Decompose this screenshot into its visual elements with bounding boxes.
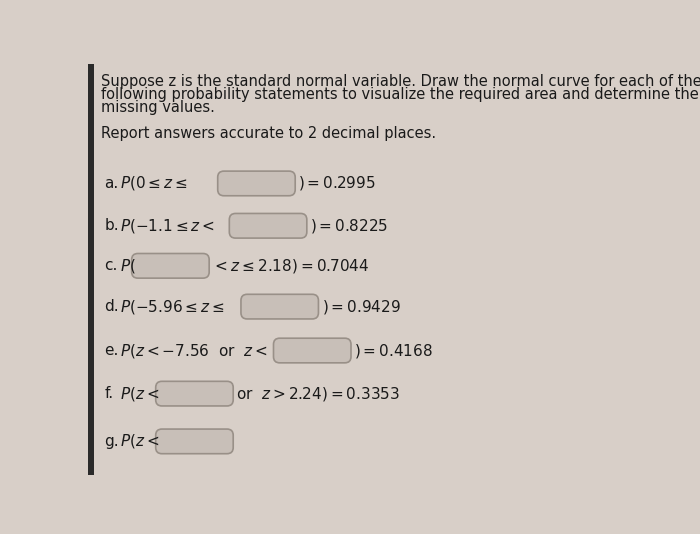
Text: $P($: $P($ <box>120 257 136 275</box>
FancyBboxPatch shape <box>155 429 233 454</box>
Text: d.: d. <box>104 299 119 314</box>
Text: $P(0 \leq z \leq$: $P(0 \leq z \leq$ <box>120 175 188 192</box>
FancyBboxPatch shape <box>132 254 209 278</box>
Text: $P(-5.96 \leq z \leq$: $P(-5.96 \leq z \leq$ <box>120 297 225 316</box>
Text: following probability statements to visualize the required area and determine th: following probability statements to visu… <box>102 87 699 102</box>
FancyBboxPatch shape <box>155 381 233 406</box>
Text: Report answers accurate to 2 decimal places.: Report answers accurate to 2 decimal pla… <box>102 125 437 140</box>
FancyBboxPatch shape <box>274 338 351 363</box>
FancyBboxPatch shape <box>218 171 295 196</box>
Text: $P(-1.1 \leq z <$: $P(-1.1 \leq z <$ <box>120 217 215 235</box>
Text: Suppose z is the standard normal variable. Draw the normal curve for each of the: Suppose z is the standard normal variabl… <box>102 74 700 89</box>
FancyBboxPatch shape <box>230 214 307 238</box>
Text: missing values.: missing values. <box>102 100 216 115</box>
Text: $< z \leq 2.18) = 0.7044$: $< z \leq 2.18) = 0.7044$ <box>212 257 370 275</box>
Text: g.: g. <box>104 434 119 449</box>
Text: $P(z <$: $P(z <$ <box>120 433 160 450</box>
Text: f.: f. <box>104 386 113 401</box>
Text: $P(z <$: $P(z <$ <box>120 384 160 403</box>
Text: c.: c. <box>104 258 118 273</box>
Text: $) = 0.9429$: $) = 0.9429$ <box>321 297 400 316</box>
Text: b.: b. <box>104 218 119 233</box>
Text: or  $z > 2.24) = 0.3353$: or $z > 2.24) = 0.3353$ <box>237 384 400 403</box>
Text: $P(z < -7.56$  or  $z <$: $P(z < -7.56$ or $z <$ <box>120 342 268 359</box>
Text: $) = 0.4168$: $) = 0.4168$ <box>354 342 433 359</box>
FancyBboxPatch shape <box>241 294 318 319</box>
Text: a.: a. <box>104 176 119 191</box>
Text: e.: e. <box>104 343 119 358</box>
FancyBboxPatch shape <box>88 64 94 475</box>
Text: $) = 0.2995$: $) = 0.2995$ <box>298 175 376 192</box>
Text: $) = 0.8225$: $) = 0.8225$ <box>310 217 389 235</box>
